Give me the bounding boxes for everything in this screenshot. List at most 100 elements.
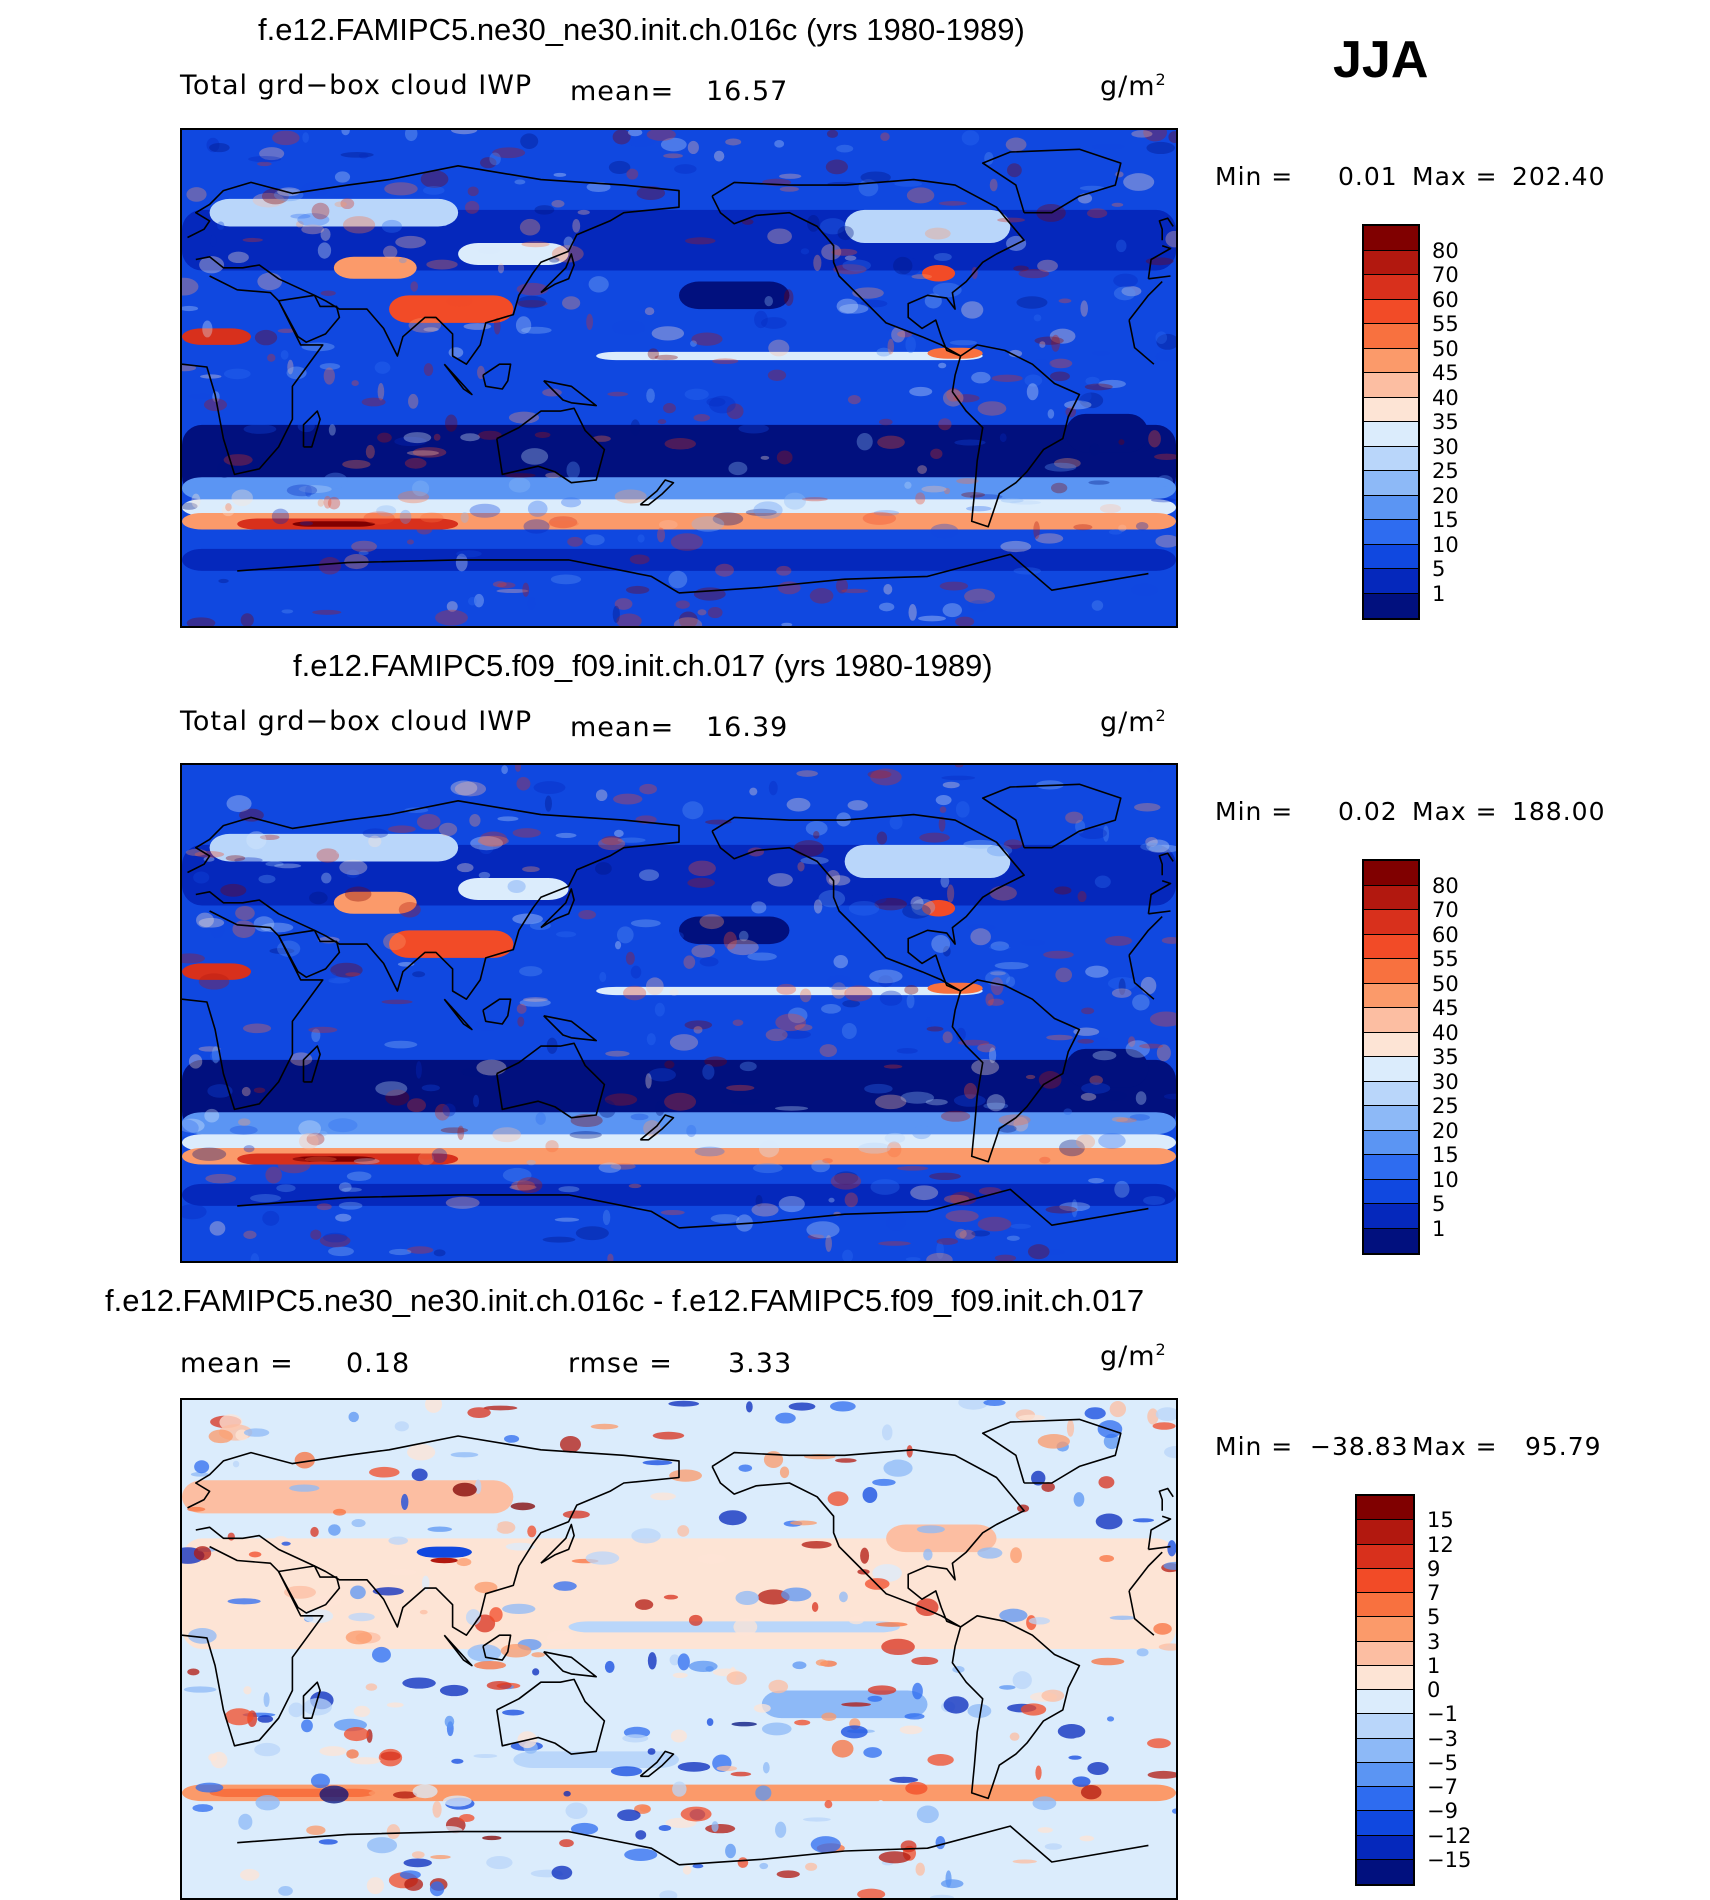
colorbar-tick-label: 15 (1427, 1508, 1454, 1533)
colorbar-tick-label: 55 (1432, 947, 1459, 971)
colorbar-tick-label: 20 (1432, 483, 1459, 508)
colorbar-tick-label: 5 (1432, 557, 1446, 581)
colorbar-box (1364, 1130, 1418, 1155)
colorbar-box (1364, 1179, 1418, 1204)
colorbar-box (1357, 1496, 1413, 1521)
panel1-title: f.e12.FAMIPC5.ne30_ne30.init.ch.016c (yr… (258, 12, 1025, 47)
colorbar-box (1364, 1204, 1418, 1229)
panel1-max-value: 202.40 (1512, 162, 1606, 191)
colorbar-box (1364, 593, 1418, 618)
colorbar-box (1364, 1057, 1418, 1082)
colorbar-box (1364, 299, 1418, 324)
panel2-title: f.e12.FAMIPC5.f09_f09.init.ch.017 (yrs 1… (293, 648, 993, 683)
panel3-title: f.e12.FAMIPC5.ne30_ne30.init.ch.016c - f… (105, 1283, 1145, 1318)
colorbar-box (1357, 1762, 1413, 1787)
panel2-min-label: Min = (1215, 797, 1294, 826)
colorbar-box (1357, 1665, 1413, 1690)
colorbar-box (1357, 1787, 1413, 1812)
colorbar-box (1357, 1714, 1413, 1739)
panel3-mean-label: mean = (180, 1348, 294, 1379)
colorbar-box (1364, 544, 1418, 569)
colorbar-box (1364, 1155, 1418, 1180)
panel3-mean-value: 0.18 (346, 1348, 411, 1379)
season-label: JJA (1333, 31, 1429, 89)
colorbar-tick-label: −1 (1427, 1702, 1458, 1727)
panel2-mean-value: 16.39 (706, 712, 789, 743)
colorbar-box (1364, 983, 1418, 1008)
colorbar-box (1364, 885, 1418, 910)
panel3-max-value: 95.79 (1525, 1432, 1602, 1461)
colorbar-tick-label: 30 (1432, 434, 1459, 459)
panel3-colorbar (1355, 1494, 1415, 1886)
panel2-map (180, 763, 1178, 1263)
colorbar-box (1357, 1593, 1413, 1618)
panel2-max-value: 188.00 (1512, 797, 1606, 826)
colorbar-tick-label: 80 (1432, 873, 1459, 898)
colorbar-tick-label: 45 (1432, 996, 1459, 1020)
colorbar-box (1357, 1544, 1413, 1569)
colorbar-tick-label: 45 (1432, 361, 1459, 385)
colorbar-tick-label: 70 (1432, 898, 1459, 922)
panel2-min-value: 0.02 (1338, 797, 1398, 826)
colorbar-box (1364, 275, 1418, 300)
colorbar-tick-label: 1 (1432, 1216, 1446, 1241)
colorbar-tick-label: 15 (1432, 1143, 1459, 1167)
colorbar-tick-label: 1 (1427, 1653, 1441, 1678)
colorbar-box (1364, 397, 1418, 422)
colorbar-tick-label: 5 (1427, 1605, 1441, 1630)
colorbar-tick-label: 50 (1432, 336, 1459, 361)
colorbar-box (1364, 324, 1418, 349)
colorbar-box (1357, 1738, 1413, 1763)
panel3-rmse-label: rmse = (568, 1348, 673, 1379)
colorbar-box (1357, 1811, 1413, 1836)
colorbar-box (1364, 861, 1418, 886)
colorbar-box (1357, 1859, 1413, 1884)
colorbar-tick-label: 60 (1432, 287, 1459, 312)
colorbar-tick-label: 40 (1432, 1020, 1459, 1045)
colorbar-box (1364, 520, 1418, 545)
colorbar-box (1364, 1081, 1418, 1106)
colorbar-tick-label: 15 (1432, 508, 1459, 532)
colorbar-box (1364, 373, 1418, 398)
colorbar-tick-label: 55 (1432, 312, 1459, 336)
colorbar-box (1357, 1617, 1413, 1642)
colorbar-box (1357, 1641, 1413, 1666)
panel1-units: g/m2 (1100, 70, 1167, 102)
panel1-map (180, 128, 1178, 628)
panel1-min-value: 0.01 (1338, 162, 1398, 191)
colorbar-box (1357, 1568, 1413, 1593)
colorbar-tick-label: −7 (1427, 1775, 1458, 1799)
colorbar-tick-label: −5 (1427, 1750, 1458, 1775)
colorbar-tick-label: 30 (1432, 1069, 1459, 1094)
colorbar-box (1364, 250, 1418, 275)
colorbar-box (1364, 471, 1418, 496)
panel2-units: g/m2 (1100, 706, 1167, 738)
colorbar-box (1364, 495, 1418, 520)
colorbar-tick-label: 7 (1427, 1581, 1441, 1605)
colorbar-box (1364, 226, 1418, 251)
panel3-map (180, 1398, 1178, 1900)
panel1-min-label: Min = (1215, 162, 1294, 191)
colorbar-box (1364, 1008, 1418, 1033)
colorbar-tick-label: 1 (1432, 581, 1446, 606)
colorbar-tick-label: 9 (1427, 1556, 1441, 1581)
colorbar-tick-label: 0 (1427, 1678, 1441, 1702)
colorbar-tick-label: 10 (1432, 1167, 1459, 1192)
panel3-units: g/m2 (1100, 1340, 1167, 1372)
colorbar-box (1357, 1690, 1413, 1715)
colorbar-box (1357, 1835, 1413, 1860)
colorbar-box (1364, 569, 1418, 594)
colorbar-box (1364, 348, 1418, 373)
colorbar-box (1364, 1228, 1418, 1253)
panel2-mean-label: mean= (570, 712, 675, 743)
colorbar-tick-label: 12 (1427, 1532, 1454, 1557)
colorbar-box (1364, 934, 1418, 959)
colorbar-tick-label: 25 (1432, 1094, 1459, 1118)
colorbar-tick-label: 40 (1432, 385, 1459, 410)
panel3-min-label: Min = (1215, 1432, 1294, 1461)
panel2-variable-label: Total grd−box cloud IWP (180, 706, 533, 737)
colorbar-box (1364, 446, 1418, 471)
colorbar-tick-label: 50 (1432, 971, 1459, 996)
colorbar-box (1364, 422, 1418, 447)
panel1-mean-value: 16.57 (706, 76, 789, 107)
